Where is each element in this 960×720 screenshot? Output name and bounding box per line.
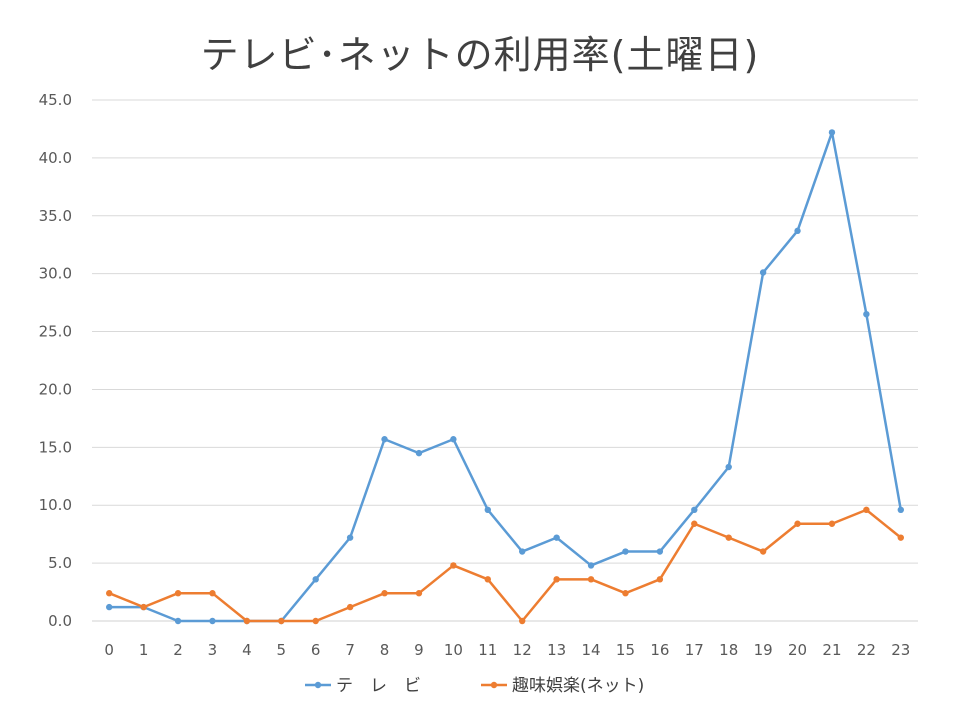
data-point [863,310,870,318]
x-tick-label: 3 [208,641,218,659]
series-line [107,508,903,623]
legend-item: 趣味娯楽(ネット) [481,676,644,696]
y-tick-label: 15.0 [39,438,72,456]
x-tick-label: 14 [581,641,600,659]
x-tick-label: 12 [513,641,532,659]
data-point [828,520,836,527]
data-point [897,506,904,514]
y-tick-label: 5.0 [48,554,72,572]
data-point [828,129,836,136]
data-point [587,576,595,583]
data-point [312,617,319,625]
data-point [415,449,423,457]
data-point [209,590,216,597]
data-point [587,562,595,569]
data-point [450,562,457,569]
data-point [140,603,147,611]
x-tick-label: 0 [104,641,114,659]
data-point [863,506,870,514]
x-tick-label: 17 [685,641,704,659]
x-tick-label: 4 [242,641,252,659]
data-point [897,534,904,541]
data-point [381,436,388,443]
x-tick-label: 7 [345,641,355,659]
data-point [656,548,664,555]
series-0 [106,129,904,625]
data-point [415,590,423,597]
y-tick-label: 0.0 [48,612,72,630]
data-point [553,576,560,583]
x-tick-label: 2 [173,641,183,659]
data-point [691,506,698,514]
data-point [346,603,354,611]
legend-label: 趣味娯楽(ネット) [512,676,644,696]
series-line [107,131,903,623]
data-point [484,506,491,514]
x-tick-label: 1 [139,641,149,659]
x-tick-label: 5 [277,641,287,659]
y-tick-label: 45.0 [39,91,72,109]
legend: テ レ ビ 趣味娯楽(ネット) [305,676,644,696]
y-tick-label: 40.0 [39,149,72,167]
data-point [243,617,251,625]
y-tick-label: 35.0 [39,207,72,225]
x-tick-label: 16 [650,641,669,659]
gridlines [92,99,918,622]
axes: 0.0 5.0 10.0 15.0 20.0 25.0 30.0 35.0 40.0 45.0 0 1… [39,91,911,659]
x-tick-label: 20 [788,641,807,659]
x-tick-label: 22 [857,641,876,659]
series-lines [106,129,904,625]
x-tick-label: 19 [754,641,773,659]
data-point [656,576,664,583]
data-point [622,590,629,597]
x-tick-label: 11 [478,641,497,659]
data-point [622,548,629,555]
data-point [312,576,319,583]
data-point [106,603,113,611]
data-point [450,436,457,443]
data-point [519,548,526,555]
data-point [174,590,182,597]
data-point [106,590,113,597]
x-tick-label: 9 [414,641,424,659]
data-point [346,534,354,541]
x-tick-label: 23 [891,641,910,659]
data-point [794,227,801,235]
legend-label: テ レ ビ [336,676,421,696]
legend-marker [314,681,322,689]
x-tick-label: 13 [547,641,566,659]
data-point [519,617,526,625]
data-point [691,520,698,527]
data-point [759,548,767,555]
series-1 [106,506,904,625]
data-point [725,463,732,471]
data-point [553,534,560,541]
x-tick-label: 21 [822,641,841,659]
y-tick-label: 20.0 [39,380,72,398]
data-point [278,617,285,625]
data-point [174,617,182,625]
legend-item: テ レ ビ [305,676,421,696]
chart-title: テレビ･ネットの利用率(土曜日) [200,33,760,77]
y-tick-label: 25.0 [39,323,72,341]
x-tick-label: 10 [444,641,463,659]
data-point [381,590,388,597]
x-tick-label: 15 [616,641,635,659]
data-point [759,269,767,276]
data-point [794,520,801,527]
x-tick-label: 8 [380,641,390,659]
data-point [484,576,491,583]
y-tick-label: 10.0 [39,496,72,514]
y-tick-label: 30.0 [39,265,72,283]
legend-marker [490,681,498,689]
data-point [725,534,732,541]
x-tick-label: 18 [719,641,738,659]
data-point [209,617,216,625]
x-tick-label: 6 [311,641,321,659]
